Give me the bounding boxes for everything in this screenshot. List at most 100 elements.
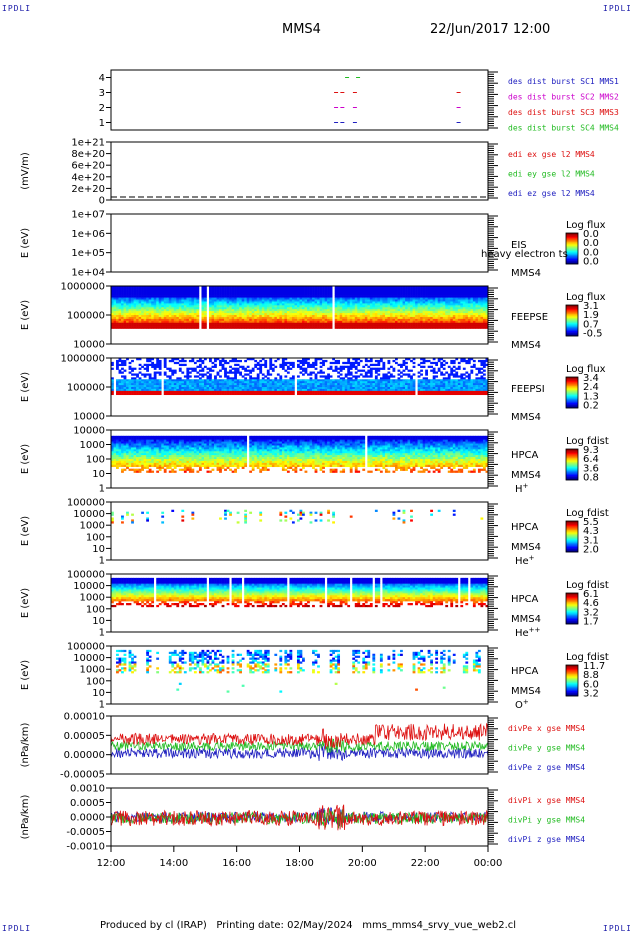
heatmap-cell (266, 315, 270, 318)
heatmap-cell (334, 289, 338, 293)
heatmap-cell (334, 359, 338, 363)
heatmap-cell (327, 367, 330, 370)
heatmap-cell (239, 387, 242, 390)
heatmap-cell (447, 286, 451, 289)
heatmap-cell (357, 388, 361, 392)
heatmap-cell (402, 286, 406, 289)
heatmap-cell (203, 390, 207, 394)
heatmap-cell (455, 299, 459, 302)
heatmap-cell (276, 326, 280, 329)
heatmap-cell (133, 381, 137, 384)
heatmap-cell (314, 315, 318, 318)
heatmap-cell (457, 320, 461, 324)
heatmap-cell (269, 313, 273, 316)
heatmap-cell (143, 287, 147, 291)
heatmap-cell (400, 301, 403, 304)
heatmap-cell (309, 297, 313, 300)
heatmap-cell (359, 295, 363, 298)
heatmap-cell (374, 381, 378, 384)
y-tick-label: 1e+07 (71, 210, 105, 221)
heatmap-cell (307, 316, 310, 320)
heatmap-cell (136, 324, 139, 327)
heatmap-cell (302, 367, 305, 370)
heatmap-cell (379, 293, 383, 296)
heatmap-cell (337, 359, 341, 363)
heatmap-cell (410, 316, 413, 320)
heatmap-cell (312, 305, 315, 308)
heatmap-cell (367, 291, 371, 295)
heatmap-cell (121, 390, 124, 394)
heatmap-cell (402, 379, 406, 382)
heatmap-cell (219, 305, 222, 308)
heatmap-cell (281, 299, 285, 302)
heatmap-cell (354, 367, 358, 370)
heatmap-cell (354, 379, 358, 382)
heatmap-cell (214, 392, 217, 396)
heatmap-cell (291, 383, 295, 386)
heatmap-cell (286, 289, 290, 293)
heatmap-cell (224, 379, 227, 382)
heatmap-cell (259, 371, 263, 374)
heatmap-cell (382, 388, 386, 392)
heatmap-cell (329, 392, 333, 396)
heatmap-cell (279, 322, 283, 325)
heatmap-cell (312, 289, 315, 293)
heatmap-cell (410, 309, 413, 312)
heatmap-cell (241, 299, 245, 302)
heatmap-cell (203, 322, 207, 325)
heatmap-cell (138, 318, 142, 322)
heatmap-cell (266, 379, 270, 382)
heatmap-cell (352, 305, 356, 308)
heatmap-cell (116, 295, 119, 298)
heatmap-cell (485, 299, 489, 302)
heatmap-cell (367, 388, 371, 392)
heatmap-cell (382, 311, 386, 314)
heatmap-cell (178, 322, 182, 325)
heatmap-cell (462, 295, 466, 298)
heatmap-cell (244, 385, 248, 388)
heatmap-cell (452, 287, 456, 291)
heatmap-cell (384, 313, 388, 316)
heatmap-cell (415, 313, 418, 316)
heatmap-cell (254, 318, 258, 322)
heatmap-cell (432, 320, 436, 324)
heatmap-cell (480, 326, 484, 329)
heatmap-cell (369, 287, 373, 291)
heatmap-cell (382, 385, 386, 388)
heatmap-cell (327, 381, 330, 384)
heatmap-cell (405, 295, 408, 298)
heatmap-cell (354, 385, 358, 388)
heatmap-cell (452, 289, 456, 293)
heatmap-cell (309, 385, 313, 388)
heatmap-cell (133, 305, 137, 308)
heatmap-cell (196, 359, 200, 363)
heatmap-cell (284, 297, 288, 300)
heatmap-cell (231, 289, 235, 293)
heatmap-cell (362, 383, 366, 386)
heatmap-cell (407, 293, 411, 296)
heatmap-cell (417, 295, 421, 298)
heatmap-cell (364, 305, 368, 308)
heatmap-cell (173, 299, 177, 302)
heatmap-cell (261, 309, 265, 312)
heatmap-cell (304, 387, 308, 390)
heatmap-cell (309, 371, 313, 374)
heatmap-cell (178, 326, 182, 329)
heatmap-cell (289, 322, 293, 325)
heatmap-cell (435, 318, 439, 322)
heatmap-cell (442, 313, 446, 316)
heatmap-cell (334, 297, 338, 300)
heatmap-cell (477, 293, 481, 296)
heatmap-cell (312, 390, 315, 394)
heatmap-cell (296, 291, 300, 295)
heatmap-cell (186, 392, 190, 396)
heatmap-cell (299, 293, 303, 296)
heatmap-cell (133, 377, 137, 380)
heatmap-cell (188, 293, 192, 296)
heatmap-cell (364, 383, 368, 386)
heatmap-cell (271, 390, 275, 394)
heatmap-cell (347, 359, 351, 363)
heatmap-cell (455, 324, 459, 327)
heatmap-cell (241, 379, 245, 382)
heatmap-cell (407, 287, 411, 291)
